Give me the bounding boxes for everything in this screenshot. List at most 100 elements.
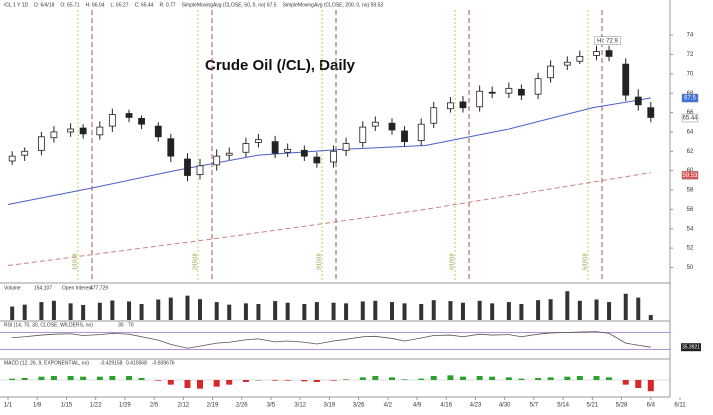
candle-body — [125, 113, 133, 118]
macd-bar — [622, 380, 629, 385]
macd-bar — [359, 377, 366, 380]
y-tick-label: 50 — [687, 265, 694, 271]
annotation-box — [594, 36, 621, 46]
macd-bar — [138, 378, 145, 380]
x-tick-label: 6/4 — [647, 403, 656, 409]
macd-bar — [401, 379, 408, 380]
macd-bar — [184, 380, 191, 388]
macd-bar — [476, 376, 483, 380]
candle-body — [359, 126, 367, 143]
volume-bar — [185, 295, 190, 320]
candle-body — [313, 156, 321, 164]
event-label: 2/15/18 — [192, 253, 198, 270]
candle-body — [430, 107, 438, 124]
candle-body — [505, 87, 513, 94]
panel-info: Open Interest — [62, 285, 93, 291]
marker-label-box — [681, 113, 699, 123]
header-info: O: 65.71 — [60, 2, 79, 8]
candle-body — [284, 148, 292, 153]
x-tick-label: 4/23 — [470, 403, 482, 409]
candle-body — [371, 121, 379, 127]
x-tick-label: 5/7 — [530, 403, 539, 409]
event-label: 5/18/18 — [582, 253, 588, 270]
header-info: D: 6/4/18 — [34, 2, 55, 8]
y-tick-label: 74 — [687, 33, 694, 39]
candle-body — [225, 152, 233, 156]
candle-body — [576, 56, 584, 62]
candle-body — [300, 149, 308, 157]
volume-bar — [51, 300, 56, 320]
candle-body — [167, 138, 175, 157]
x-tick-label: 6/11 — [674, 403, 686, 409]
x-tick-label: 1/29 — [119, 403, 131, 409]
event-label: 3/15/18 — [316, 253, 322, 270]
marker-label-box — [681, 93, 699, 103]
candle-body — [647, 107, 655, 118]
y-tick-label: 52 — [687, 246, 694, 252]
volume-bar — [127, 301, 132, 320]
candle-body — [50, 131, 58, 139]
rsi-level-label: 70 — [128, 322, 134, 328]
volume-bar — [623, 293, 628, 320]
candle-body — [330, 150, 337, 163]
y-tick-label: 54 — [687, 226, 694, 232]
macd-bar — [647, 380, 654, 392]
macd-bar — [197, 380, 203, 389]
x-tick-label: 5/14 — [557, 403, 569, 409]
header-info: C: 65.44 — [135, 2, 154, 8]
x-tick-label: 4/2 — [384, 403, 393, 409]
volume-bar — [156, 299, 161, 320]
volume-bar — [22, 304, 27, 320]
candle-body — [67, 128, 75, 133]
candle-body — [255, 139, 262, 143]
candle-body — [96, 126, 104, 136]
macd-bar — [9, 378, 16, 380]
volume-bar — [490, 303, 495, 320]
x-tick-label: 4/16 — [440, 403, 452, 409]
moving-average — [7, 97, 651, 206]
volume-bar — [198, 299, 202, 320]
y-tick-label: 70 — [687, 71, 694, 77]
volume-bar — [273, 301, 278, 320]
rsi-line — [12, 331, 651, 349]
x-tick-label: 3/26 — [353, 403, 365, 409]
volume-bar — [81, 304, 86, 320]
candle-body — [271, 141, 279, 154]
volume-bar — [373, 300, 378, 320]
macd-bar — [505, 377, 512, 380]
macd-bar — [301, 380, 308, 382]
x-tick-label: 4/9 — [413, 403, 422, 409]
macd-bar — [564, 376, 571, 380]
marker-label: 59.53 — [682, 173, 698, 179]
x-tick-label: 3/5 — [267, 403, 276, 409]
panel-info: 477,729 — [90, 285, 108, 291]
candle-body — [388, 122, 396, 131]
candle-body — [184, 158, 191, 176]
x-tick-label: 3/19 — [324, 403, 336, 409]
macd-bar — [547, 377, 554, 380]
macd-bar — [255, 380, 262, 381]
header-info: L: 65.27 — [110, 2, 128, 8]
moving-average — [7, 172, 651, 267]
macd-bar — [330, 380, 337, 381]
volume-bar — [344, 303, 349, 320]
macd-bar — [447, 375, 454, 380]
macd-bar — [418, 378, 425, 380]
candle-body — [8, 155, 16, 162]
header-info: H: 66.04 — [86, 2, 105, 8]
volume-bar — [607, 302, 612, 320]
macd-bar — [155, 380, 162, 381]
y-tick-label: 62 — [687, 149, 694, 155]
volume-bar — [302, 304, 307, 320]
candle-body — [21, 150, 29, 156]
volume-bar — [243, 303, 248, 320]
macd-bar — [372, 376, 379, 380]
annotation: Hi: 72.9 — [597, 38, 618, 44]
volume-bar — [314, 302, 319, 320]
volume-bar — [431, 300, 436, 320]
volume-bar — [577, 300, 582, 320]
macd-bar — [226, 380, 233, 385]
volume-bar — [594, 299, 599, 320]
volume-bar — [565, 291, 570, 320]
